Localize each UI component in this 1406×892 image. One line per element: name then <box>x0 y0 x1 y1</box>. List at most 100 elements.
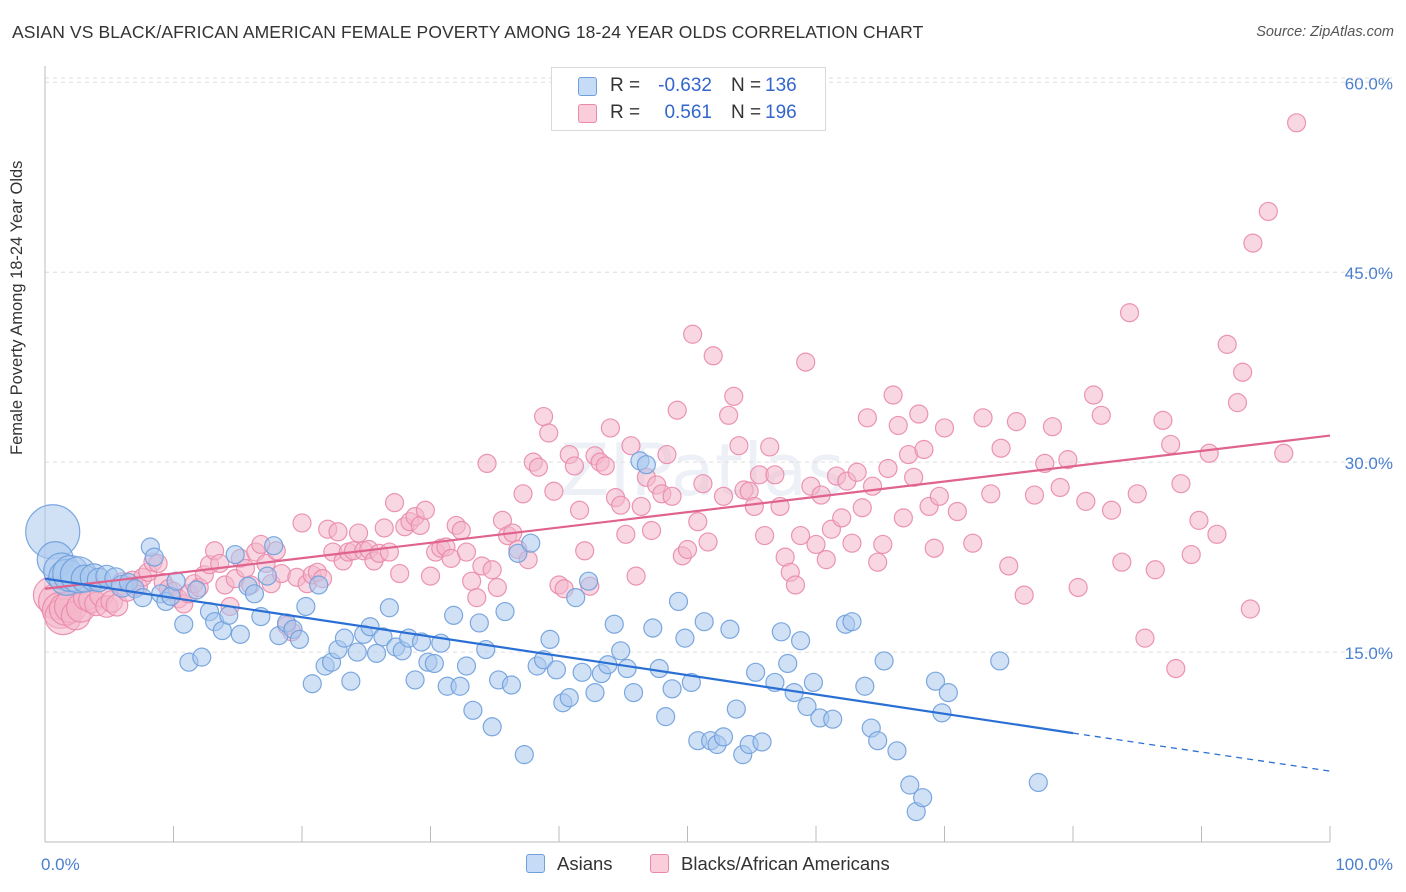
black-point <box>631 496 651 517</box>
black-point <box>595 456 615 476</box>
asian-point <box>572 662 592 682</box>
black-point <box>852 498 872 518</box>
asians-swatch <box>578 77 597 96</box>
r-label: R = <box>610 75 641 96</box>
black-point <box>816 550 836 570</box>
asian-point <box>726 699 746 719</box>
black-point <box>1127 484 1147 504</box>
asian-point <box>334 628 355 648</box>
black-point <box>862 476 883 496</box>
black-point <box>348 523 369 543</box>
asian-point <box>546 660 567 680</box>
r-value: 0.561 <box>664 102 712 123</box>
black-point <box>883 385 903 405</box>
black-point <box>533 406 554 427</box>
black-point <box>683 324 703 344</box>
legend-label-asians: Asians <box>557 853 613 874</box>
black-point <box>641 520 662 541</box>
black-point <box>677 539 698 560</box>
asian-point <box>1028 772 1048 793</box>
black-point <box>873 534 893 555</box>
series-legend: Asians Blacks/African Americans <box>0 853 1406 877</box>
black-point <box>528 457 549 477</box>
asian-point <box>424 653 444 674</box>
black-point <box>832 508 852 528</box>
asian-point <box>347 642 367 662</box>
black-point <box>415 500 435 520</box>
legend-item-asians[interactable]: Asians <box>526 853 613 875</box>
black-point <box>1243 233 1263 253</box>
black-point <box>1274 443 1294 463</box>
black-point <box>657 444 677 465</box>
y-tick-label: 60.0% <box>1345 74 1393 93</box>
black-point <box>1189 510 1209 530</box>
black-point <box>451 520 471 541</box>
asian-point <box>192 647 212 667</box>
asian-point <box>521 533 541 553</box>
black-point <box>878 458 898 479</box>
asian-point <box>649 658 669 679</box>
black-point <box>1233 362 1253 382</box>
black-point <box>963 533 983 553</box>
asian-point <box>540 629 560 650</box>
black-point <box>379 542 399 562</box>
black-point <box>1014 585 1034 605</box>
y-tick-label: 15.0% <box>1345 644 1393 663</box>
black-point <box>981 484 1001 504</box>
asian-point <box>790 631 811 651</box>
asian-point <box>187 580 207 600</box>
asian-point <box>803 672 824 693</box>
legend-row-asians: R = -0.632 N = 136 <box>552 74 825 100</box>
asian-point <box>746 662 766 682</box>
black-point <box>1171 474 1191 494</box>
black-point <box>374 518 394 538</box>
n-label: N = <box>731 102 762 123</box>
black-point <box>688 512 708 532</box>
black-point <box>924 538 944 558</box>
black-point <box>616 524 636 544</box>
y-tick-label: 45.0% <box>1345 264 1393 283</box>
asian-point <box>411 632 432 652</box>
asians-legend-swatch <box>526 854 545 873</box>
asian-point <box>675 628 695 648</box>
black-point <box>1058 450 1078 470</box>
chart-title: ASIAN VS BLACK/AFRICAN AMERICAN FEMALE P… <box>12 22 924 42</box>
asian-point <box>578 571 599 591</box>
asian-point <box>296 596 316 617</box>
asian-point <box>855 676 875 696</box>
black-point <box>1091 405 1111 425</box>
black-point <box>1006 412 1027 432</box>
black-point <box>420 566 441 586</box>
asian-point <box>341 671 361 691</box>
black-point <box>754 525 775 546</box>
black-point <box>1042 417 1063 437</box>
y-tick-label: 30.0% <box>1345 454 1393 473</box>
asian-point <box>444 605 464 625</box>
black-point <box>384 493 405 513</box>
black-point <box>328 522 348 542</box>
black-point <box>544 481 564 501</box>
black-point <box>456 542 477 562</box>
asian-point <box>219 605 239 625</box>
black-point <box>1258 201 1278 222</box>
asian-point <box>771 622 791 642</box>
black-point <box>487 577 507 598</box>
asian-point <box>900 775 920 795</box>
black-point <box>1068 577 1088 598</box>
black-point <box>796 352 816 372</box>
asian-point <box>456 656 477 676</box>
asian-point <box>379 598 399 618</box>
black-point <box>914 439 934 460</box>
black-point <box>790 525 811 546</box>
asian-point <box>617 658 637 679</box>
black-point <box>1035 453 1055 474</box>
black-point <box>1286 113 1307 133</box>
black-point <box>1024 485 1045 505</box>
legend-item-blacks[interactable]: Blacks/African Americans <box>650 853 890 875</box>
asian-point <box>752 732 772 752</box>
asian-point <box>868 731 888 751</box>
asian-point <box>938 682 958 703</box>
black-point <box>1050 477 1070 498</box>
asian-point <box>514 745 534 765</box>
